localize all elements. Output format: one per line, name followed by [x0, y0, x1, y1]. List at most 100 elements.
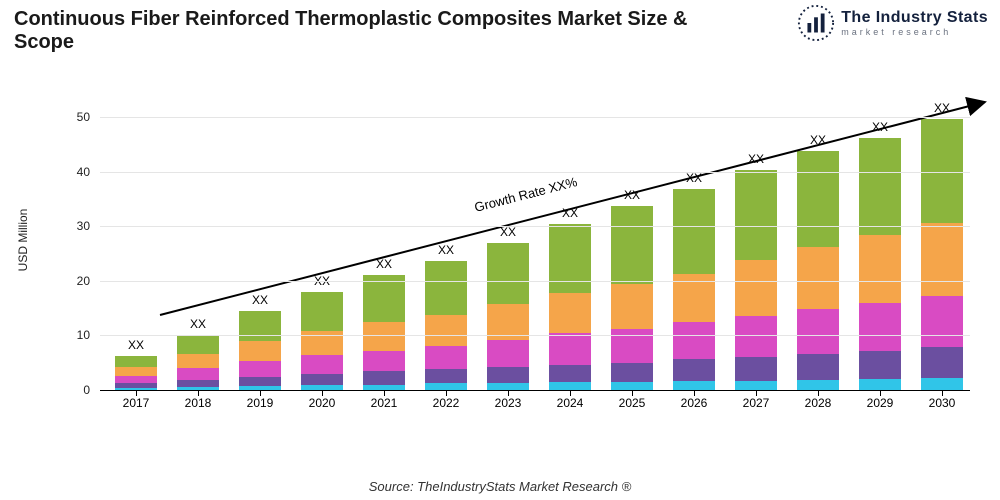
plot-region: XXXXXXXXXXXXXXXXXXXXXXXXXXXX Growth Rate…: [100, 90, 970, 390]
bar-segment: [859, 351, 901, 379]
bar-group: XX: [177, 335, 219, 390]
y-tick-label: 50: [60, 110, 90, 124]
bar-segment: [549, 293, 591, 333]
bar-group: XX: [921, 119, 963, 390]
logo-text-sub: market research: [841, 27, 988, 37]
grid-line: [100, 281, 970, 282]
bar-segment: [859, 379, 901, 390]
bar-group: XX: [301, 292, 343, 390]
x-tick: [198, 390, 199, 396]
bar-segment: [487, 304, 529, 340]
bar-value-label: XX: [425, 243, 467, 257]
x-tick: [756, 390, 757, 396]
grid-line: [100, 226, 970, 227]
bar-segment: [611, 329, 653, 363]
chart-container: Continuous Fiber Reinforced Thermoplasti…: [0, 0, 1000, 500]
grid-line: [100, 117, 970, 118]
bar-segment: [611, 284, 653, 329]
bar-value-label: XX: [673, 171, 715, 185]
bar-segment: [239, 341, 281, 361]
bar-value-label: XX: [735, 152, 777, 166]
x-tick: [694, 390, 695, 396]
bar-segment: [921, 296, 963, 347]
bar-value-label: XX: [239, 293, 281, 307]
x-tick-label: 2028: [788, 396, 848, 410]
bar-segment: [735, 357, 777, 381]
bar-group: XX: [735, 170, 777, 390]
bar-segment: [487, 243, 529, 304]
bar-segment: [487, 340, 529, 367]
x-tick: [570, 390, 571, 396]
logo-text-main: The Industry Stats: [841, 9, 988, 27]
bar-segment: [239, 311, 281, 340]
bar-value-label: XX: [115, 338, 157, 352]
bar-segment: [301, 374, 343, 385]
bar-segment: [425, 346, 467, 369]
bar-segment: [611, 363, 653, 383]
grid-line: [100, 172, 970, 173]
x-tick: [508, 390, 509, 396]
bar-segment: [735, 381, 777, 390]
chart-area: USD Million XXXXXXXXXXXXXXXXXXXXXXXXXXXX…: [60, 90, 980, 430]
y-tick-label: 30: [60, 219, 90, 233]
bar-segment: [177, 368, 219, 380]
x-tick-label: 2030: [912, 396, 972, 410]
bar-segment: [115, 376, 157, 384]
x-tick-label: 2019: [230, 396, 290, 410]
bar-segment: [735, 260, 777, 316]
bar-segment: [797, 151, 839, 247]
x-tick: [446, 390, 447, 396]
bar-segment: [177, 335, 219, 354]
bar-segment: [859, 235, 901, 303]
x-tick: [632, 390, 633, 396]
bar-segment: [301, 355, 343, 374]
x-tick-label: 2026: [664, 396, 724, 410]
bar-segment: [673, 322, 715, 359]
x-tick: [942, 390, 943, 396]
bar-group: XX: [673, 189, 715, 390]
x-tick-label: 2024: [540, 396, 600, 410]
bar-value-label: XX: [549, 206, 591, 220]
x-tick-label: 2025: [602, 396, 662, 410]
x-tick: [384, 390, 385, 396]
bar-value-label: XX: [177, 317, 219, 331]
bar-segment: [549, 333, 591, 365]
bar-segment: [611, 206, 653, 285]
y-tick-label: 10: [60, 328, 90, 342]
x-tick-label: 2018: [168, 396, 228, 410]
bar-segment: [797, 309, 839, 354]
bar-segment: [363, 275, 405, 322]
bar-group: XX: [487, 243, 529, 390]
bar-segment: [363, 351, 405, 372]
y-tick-label: 0: [60, 383, 90, 397]
bar-segment: [549, 224, 591, 293]
x-tick: [322, 390, 323, 396]
x-tick: [136, 390, 137, 396]
bar-group: XX: [363, 275, 405, 390]
bar-segment: [921, 223, 963, 296]
x-tick-label: 2020: [292, 396, 352, 410]
bar-segment: [301, 292, 343, 331]
chart-title: Continuous Fiber Reinforced Thermoplasti…: [14, 8, 714, 54]
bar-segment: [363, 322, 405, 350]
bar-group: XX: [611, 206, 653, 390]
bar-value-label: XX: [921, 101, 963, 115]
brand-logo: The Industry Stats market research: [797, 4, 988, 42]
bar-segment: [735, 316, 777, 357]
bar-value-label: XX: [797, 133, 839, 147]
bar-segment: [735, 170, 777, 261]
bar-segment: [797, 354, 839, 380]
bar-segment: [797, 247, 839, 309]
bar-segment: [549, 365, 591, 382]
bar-segment: [239, 377, 281, 386]
x-tick-label: 2017: [106, 396, 166, 410]
bar-segment: [425, 369, 467, 383]
bar-segment: [921, 347, 963, 378]
bar-segment: [797, 380, 839, 390]
source-text: Source: TheIndustryStats Market Research…: [0, 479, 1000, 494]
bar-segment: [673, 381, 715, 390]
bar-segment: [921, 378, 963, 390]
y-tick-label: 40: [60, 165, 90, 179]
bar-segment: [611, 382, 653, 390]
bar-segment: [549, 382, 591, 390]
